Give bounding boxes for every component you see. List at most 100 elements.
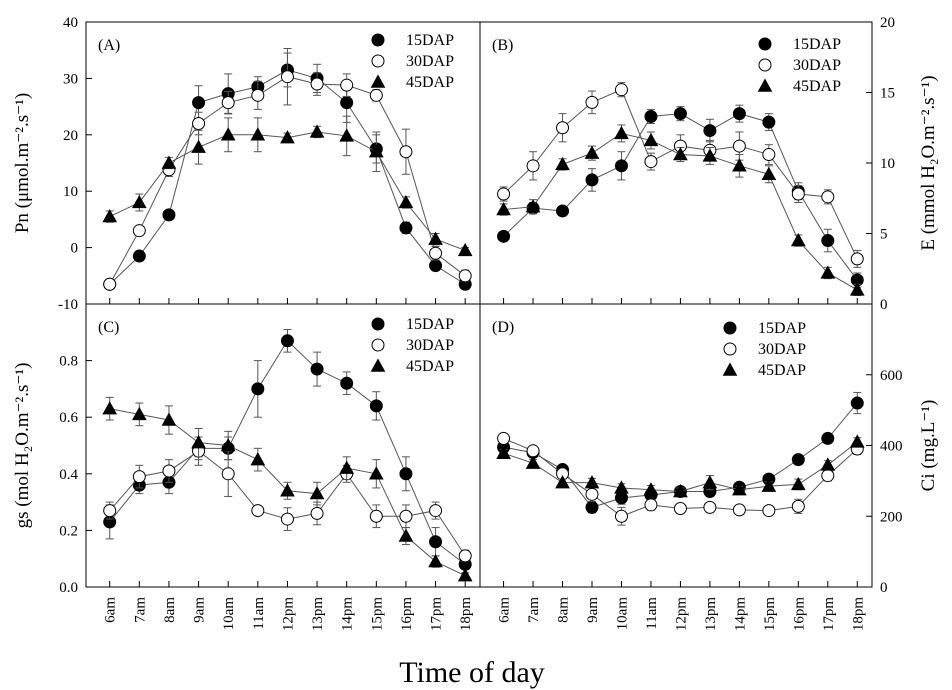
data-point: [339, 128, 355, 142]
y-axis-title: Ci (mg.L⁻¹): [918, 400, 939, 492]
y-tick-label: 0: [71, 241, 79, 257]
data-point: [220, 127, 236, 141]
data-point: [732, 503, 746, 517]
y-tick-label: -10: [58, 297, 78, 313]
data-point: [762, 504, 776, 518]
x-tick-label: 11am: [251, 597, 267, 630]
y-tick-label: 0.0: [59, 580, 78, 596]
x-tick-label: 15pm: [369, 597, 385, 632]
y-tick-label: 20: [63, 128, 78, 144]
legend-marker: [723, 321, 737, 335]
x-tick-label: 8am: [556, 597, 572, 623]
data-point: [614, 480, 629, 494]
x-tick-label: 7am: [132, 597, 148, 623]
data-point: [399, 509, 413, 523]
data-point: [497, 229, 511, 243]
panel-b: 0 5 10 15 20 E (mmol H₂O.m⁻².s⁻¹) (B) 15DAP 30DA…: [479, 15, 939, 313]
data-point: [250, 127, 266, 141]
x-tick-label: 10am: [221, 597, 237, 631]
data-point: [732, 482, 747, 496]
series-45DAP: [496, 124, 865, 297]
data-point: [280, 512, 294, 526]
data-point: [369, 88, 383, 102]
x-tick-label: 14pm: [340, 597, 356, 632]
panel-d: 0 200 400 600 6am 7am 8am 9am 10am 11am 12pm 13pm 14…: [479, 303, 939, 632]
x-tick-label: 11am: [644, 597, 660, 630]
y-tick-label: 40: [63, 15, 78, 31]
data-point: [821, 469, 835, 483]
legend-marker: [371, 54, 385, 68]
data-point: [761, 166, 777, 180]
data-point: [614, 125, 629, 140]
data-point: [280, 483, 295, 497]
legend-marker: [758, 58, 772, 72]
x-tick-label: 15pm: [762, 597, 778, 632]
data-point: [526, 159, 540, 173]
data-point: [614, 491, 628, 505]
data-point: [850, 252, 864, 266]
data-point: [369, 509, 383, 523]
data-point: [496, 202, 511, 216]
data-point: [429, 246, 443, 260]
data-point: [458, 549, 472, 563]
legend-entry: 30DAP: [406, 53, 454, 70]
x-tick-label: 9am: [585, 597, 601, 623]
data-point: [102, 401, 118, 415]
x-tick-label: 17pm: [429, 597, 445, 632]
data-point: [821, 431, 835, 445]
data-point: [399, 467, 413, 481]
data-point: [526, 444, 540, 458]
data-point: [614, 509, 628, 523]
data-point: [192, 96, 206, 110]
data-point: [703, 124, 717, 138]
panel-label: (B): [492, 37, 513, 54]
x-tick-label: 13pm: [703, 597, 719, 632]
x-tick-label: 18pm: [850, 597, 866, 632]
data-point: [556, 121, 570, 135]
y-tick-label: 10: [880, 156, 895, 172]
data-point: [850, 396, 864, 410]
y-tick-label: 400: [880, 439, 903, 455]
data-point: [251, 504, 265, 518]
data-point: [132, 249, 146, 263]
data-point: [221, 467, 235, 481]
data-point: [821, 234, 835, 248]
data-point: [584, 145, 600, 159]
data-point: [310, 506, 324, 520]
data-point: [191, 435, 206, 449]
data-point: [310, 362, 324, 376]
panel-frame: [479, 303, 873, 588]
data-point: [732, 139, 746, 153]
y-tick-label: 30: [63, 71, 78, 87]
data-point: [280, 70, 294, 84]
data-point: [702, 475, 718, 489]
legend-entry: 15DAP: [793, 36, 841, 53]
data-point: [162, 208, 176, 222]
y-tick-label: 0.8: [59, 354, 78, 370]
data-point: [369, 399, 383, 413]
y-tick-label: 0.2: [59, 523, 78, 539]
x-tick-label: 14pm: [732, 597, 748, 632]
x-tick-label: 9am: [192, 597, 208, 623]
data-point: [614, 83, 628, 97]
data-point: [849, 434, 865, 448]
data-point: [791, 453, 805, 467]
panel-label: (D): [492, 319, 514, 336]
data-point: [673, 501, 687, 515]
x-tick-label: 16pm: [399, 597, 415, 632]
data-point: [280, 130, 295, 144]
data-point: [643, 482, 659, 496]
y-tick-label: 5: [880, 227, 888, 243]
y-axis-title: Pn (μmol.m⁻².s⁻¹): [12, 93, 33, 233]
legend-marker: [371, 338, 385, 352]
y-tick-label: 15: [880, 86, 895, 102]
legend-marker: [371, 317, 385, 331]
data-point: [161, 412, 177, 426]
data-point: [497, 431, 511, 445]
data-point: [457, 568, 473, 582]
legend-entry: 30DAP: [758, 341, 806, 358]
x-axis-title: Time of day: [399, 656, 545, 689]
x-tick-label: 6am: [103, 597, 119, 623]
data-point: [790, 233, 806, 247]
x-tick-label: 6am: [497, 597, 513, 623]
